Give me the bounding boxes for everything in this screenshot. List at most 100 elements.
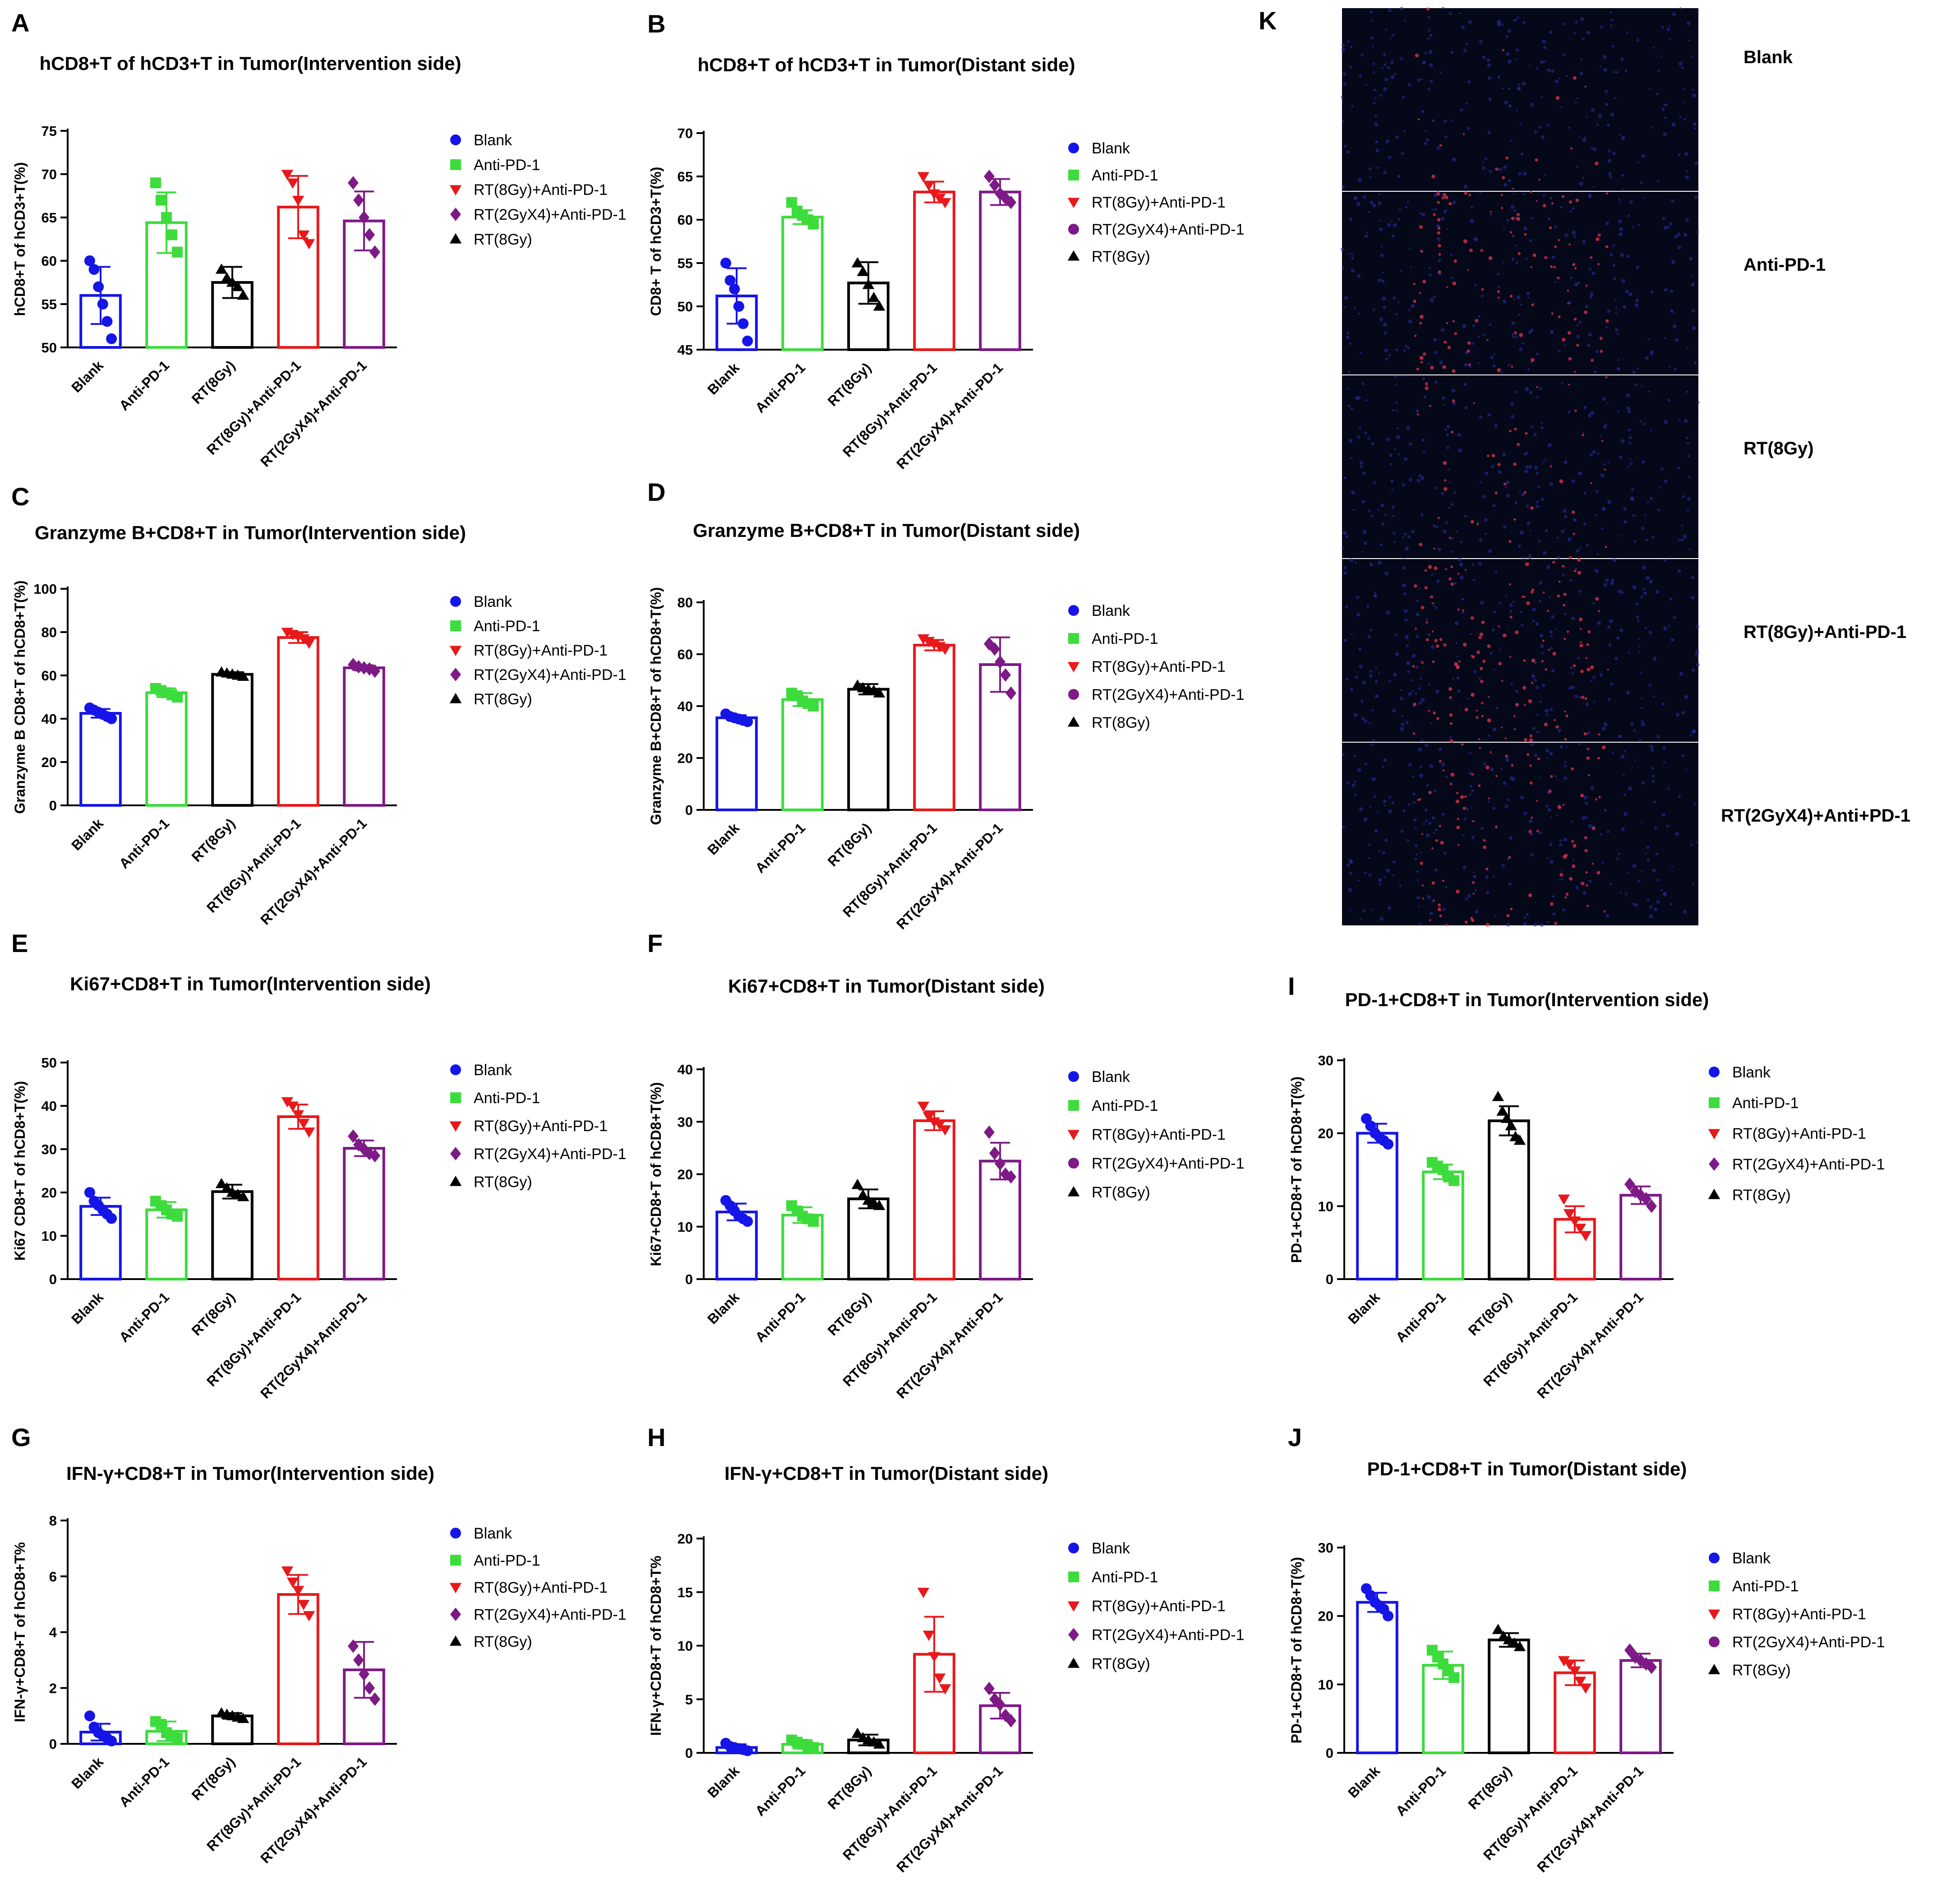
data-point — [1574, 1677, 1586, 1687]
nucleus-dot — [1634, 759, 1636, 762]
nucleus-dot — [1605, 724, 1608, 727]
nucleus-dot — [1384, 804, 1386, 807]
legend-label: Anti-PD-1 — [1092, 1569, 1158, 1586]
nucleus-dot — [1391, 505, 1395, 509]
nucleus-dot — [1694, 127, 1696, 130]
nucleus-dot — [1656, 853, 1658, 855]
cd8-signal-dot — [1545, 668, 1547, 671]
nucleus-dot — [1623, 305, 1627, 309]
nucleus-dot — [1650, 351, 1654, 355]
data-point — [161, 212, 172, 223]
nucleus-dot — [1426, 784, 1429, 787]
x-category-label: Blank — [705, 1763, 743, 1801]
nucleus-dot — [1449, 736, 1452, 739]
nucleus-dot — [1506, 923, 1510, 927]
nucleus-dot — [1639, 671, 1642, 674]
data-point — [1579, 1231, 1592, 1242]
nucleus-dot — [1538, 126, 1541, 129]
nucleus-dot — [1619, 232, 1623, 236]
nucleus-dot — [1377, 278, 1382, 282]
cd8-signal-dot — [1503, 633, 1507, 638]
cd8-signal-dot — [1429, 405, 1431, 407]
nucleus-dot — [1367, 437, 1370, 440]
x-category-label: RT(8Gy) — [825, 820, 874, 869]
microscopy-image — [1342, 375, 1698, 558]
cd8-signal-dot — [1526, 601, 1530, 605]
nucleus-dot — [1372, 203, 1376, 208]
nucleus-dot — [1615, 312, 1617, 314]
data-point — [720, 258, 731, 268]
nucleus-dot — [1652, 46, 1655, 49]
cd8-signal-dot — [1564, 738, 1567, 741]
y-tick-label: 50 — [678, 299, 693, 314]
nucleus-dot — [1623, 812, 1628, 816]
nucleus-dot — [1596, 553, 1599, 555]
nucleus-dot — [1503, 228, 1505, 230]
nucleus-dot — [1390, 75, 1395, 79]
y-tick-label: 70 — [42, 166, 57, 182]
cd8-signal-dot — [1435, 839, 1438, 842]
nucleus-dot — [1381, 522, 1385, 526]
nucleus-dot — [1549, 843, 1553, 846]
nucleus-dot — [1603, 68, 1608, 72]
nucleus-dot — [1678, 418, 1681, 421]
nucleus-dot — [1397, 217, 1400, 221]
legend-label: RT(8Gy) — [1092, 248, 1150, 265]
nucleus-dot — [1688, 476, 1691, 478]
nucleus-dot — [1469, 772, 1472, 775]
data-point — [369, 1692, 381, 1706]
nucleus-dot — [1383, 305, 1386, 309]
data-point — [364, 1681, 375, 1695]
cd8-signal-dot — [1530, 266, 1533, 268]
nucleus-dot — [1515, 391, 1518, 394]
nucleus-dot — [1542, 551, 1547, 555]
nucleus-dot — [1348, 253, 1350, 255]
data-point — [93, 281, 104, 292]
cd8-signal-dot — [1517, 443, 1520, 446]
nucleus-dot — [1655, 589, 1660, 594]
x-category-label: Anti-PD-1 — [116, 815, 172, 872]
nucleus-dot — [1565, 74, 1568, 77]
legend-marker — [1068, 689, 1079, 700]
x-category-label: Blank — [705, 820, 743, 858]
nucleus-dot — [1509, 610, 1513, 613]
nucleus-dot — [1582, 37, 1585, 40]
microscopy-panel-k: KBlankAnti-PD-1RT(8Gy)RT(8Gy)+Anti-PD-1R… — [1259, 6, 1910, 927]
nucleus-dot — [1380, 503, 1384, 508]
legend-marker — [449, 1583, 462, 1594]
cd8-signal-dot — [1497, 463, 1501, 467]
nucleus-dot — [1391, 489, 1394, 491]
nucleus-dot — [1381, 279, 1385, 283]
nucleus-dot — [1612, 264, 1616, 267]
y-tick-label: 0 — [1326, 1271, 1333, 1287]
nucleus-dot — [1686, 347, 1688, 349]
nucleus-dot — [1408, 692, 1412, 696]
cd8-signal-dot — [1456, 666, 1459, 670]
cd8-signal-dot — [1444, 487, 1448, 491]
cd8-signal-dot — [1569, 200, 1573, 204]
nucleus-dot — [1576, 334, 1580, 338]
nucleus-dot — [1540, 497, 1544, 501]
nucleus-dot — [1368, 210, 1370, 213]
nucleus-dot — [1604, 809, 1607, 812]
cd8-signal-dot — [1502, 49, 1504, 51]
x-category-label: Blank — [705, 360, 743, 398]
data-point — [928, 1652, 941, 1663]
nucleus-dot — [1656, 93, 1659, 96]
legend-label: RT(2GyX4)+Anti-PD-1 — [474, 1146, 627, 1163]
nucleus-dot — [1420, 78, 1423, 81]
nucleus-dot — [1547, 124, 1550, 127]
data-point — [808, 701, 819, 712]
nucleus-dot — [1616, 71, 1619, 74]
nucleus-dot — [1687, 21, 1691, 25]
nucleus-dot — [1539, 600, 1541, 603]
cd8-signal-dot — [1501, 207, 1503, 209]
nucleus-dot — [1350, 457, 1353, 459]
data-point — [353, 193, 364, 207]
nucleus-dot — [1473, 670, 1477, 674]
cd8-signal-dot — [1531, 588, 1535, 592]
cd8-signal-dot — [1549, 226, 1552, 229]
nucleus-dot — [1484, 532, 1487, 535]
cd8-signal-dot — [1547, 610, 1550, 612]
cd8-signal-dot — [1580, 641, 1582, 643]
